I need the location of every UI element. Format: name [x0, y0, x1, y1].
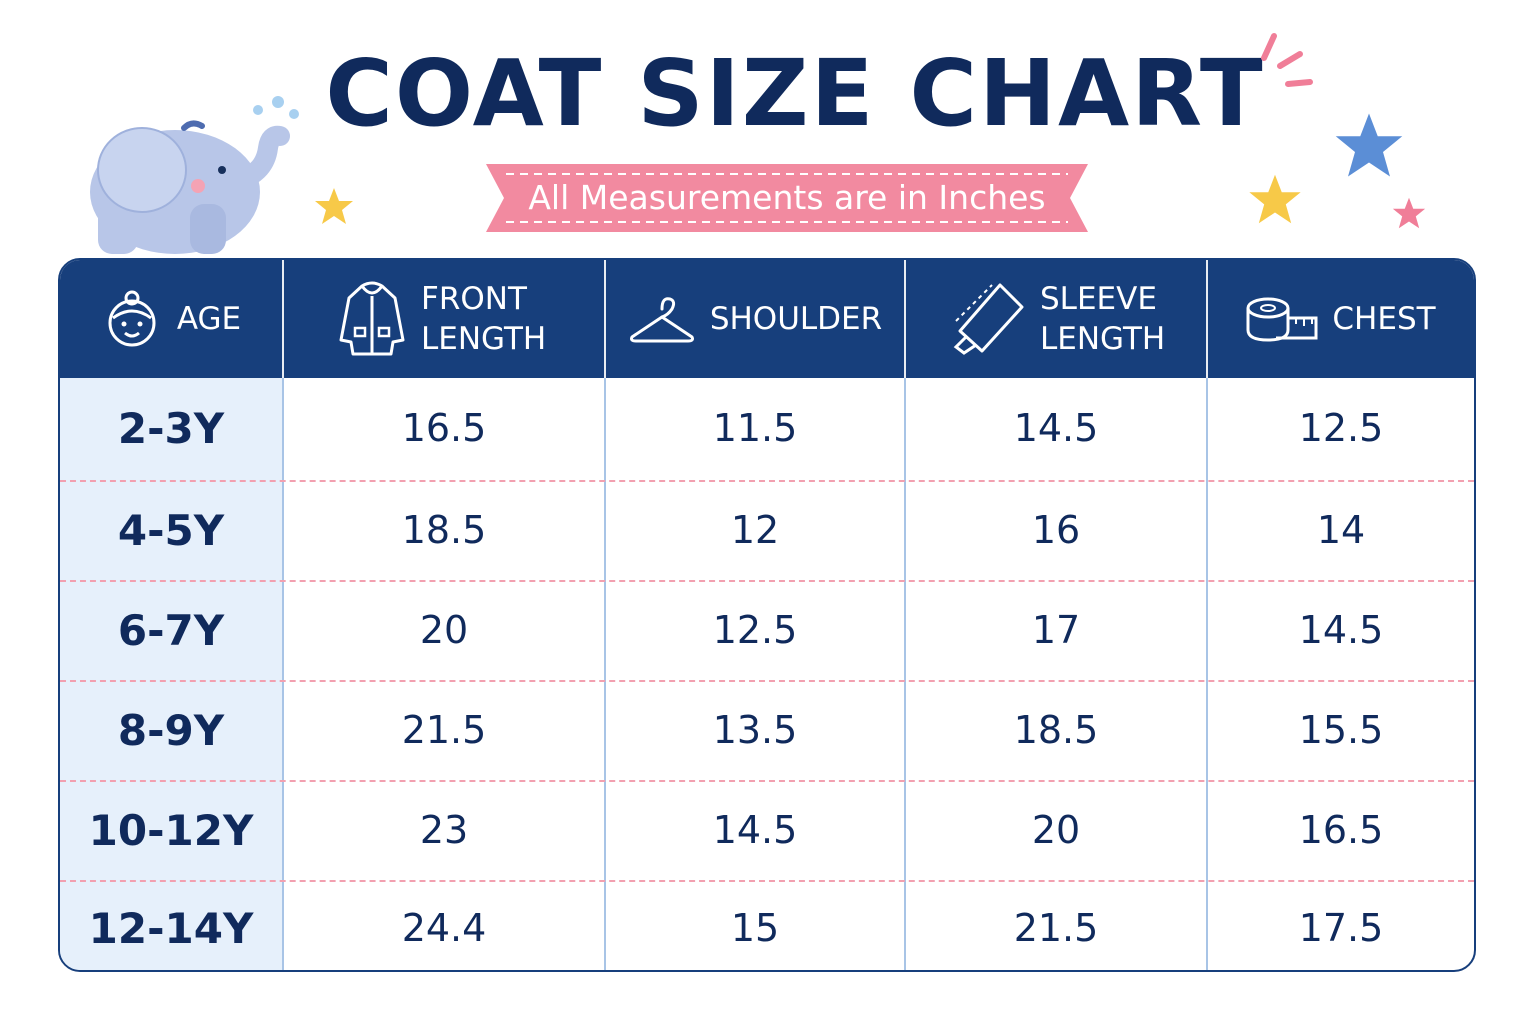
cell-shoulder: 14.5 — [712, 808, 798, 852]
header-label: CHEST — [1332, 301, 1436, 337]
cell-shoulder: 11.5 — [712, 406, 798, 450]
column-divider — [1206, 378, 1208, 970]
cell-front-length: 24.4 — [401, 906, 487, 950]
header-sleeve-length: SLEEVE LENGTH — [906, 260, 1206, 378]
subtitle-ribbon: All Measurements are in Inches — [486, 160, 1088, 236]
cell-age: 12-14Y — [88, 903, 254, 953]
elephant-illustration — [90, 96, 299, 254]
table-row: 6-7Y 20 12.5 17 14.5 — [60, 580, 1474, 680]
header-chest: CHEST — [1208, 260, 1474, 378]
cell-chest: 12.5 — [1298, 406, 1384, 450]
table-row: 8-9Y 21.5 13.5 18.5 15.5 — [60, 680, 1474, 780]
column-divider — [604, 378, 606, 970]
pink-star-icon — [1392, 197, 1426, 229]
ribbon-shape — [486, 164, 1088, 232]
page-title: COAT SIZE CHART — [325, 40, 1265, 147]
header-shoulder: SHOULDER — [606, 260, 904, 378]
hanger-icon — [628, 291, 696, 347]
header-label: AGE — [176, 301, 242, 337]
sparkle-icon — [1261, 33, 1313, 87]
cell-sleeve-length: 14.5 — [1013, 406, 1099, 450]
header-label: FRONT LENGTH — [421, 281, 547, 357]
cell-age: 6-7Y — [117, 605, 225, 655]
row-separator — [60, 880, 1474, 882]
cell-age: 2-3Y — [117, 403, 225, 453]
cell-chest: 15.5 — [1298, 708, 1384, 752]
cell-shoulder: 12.5 — [712, 608, 798, 652]
cell-chest: 16.5 — [1298, 808, 1384, 852]
yellow-star-icon — [1249, 174, 1301, 224]
tape-measure-icon — [1246, 294, 1318, 344]
header-age: AGE — [60, 260, 282, 378]
cell-sleeve-length: 21.5 — [1013, 906, 1099, 950]
cell-chest: 14 — [1316, 508, 1366, 552]
coat-icon — [337, 280, 407, 358]
cell-age: 4-5Y — [117, 505, 225, 555]
table-row: 2-3Y 16.5 11.5 14.5 12.5 — [60, 378, 1474, 478]
blue-star-icon — [1335, 113, 1403, 177]
cell-chest: 14.5 — [1298, 608, 1384, 652]
yellow-star-icon — [315, 188, 353, 224]
table-row: 4-5Y 18.5 12 16 14 — [60, 480, 1474, 580]
subtitle-text: All Measurements are in Inches — [528, 178, 1046, 217]
row-separator — [60, 580, 1474, 582]
header-divider — [1206, 260, 1208, 378]
cell-age: 8-9Y — [117, 705, 225, 755]
cell-sleeve-length: 16 — [1031, 508, 1081, 552]
cell-sleeve-length: 18.5 — [1013, 708, 1099, 752]
cell-shoulder: 13.5 — [712, 708, 798, 752]
cell-age: 10-12Y — [88, 805, 254, 855]
sleeve-icon — [952, 281, 1026, 357]
cell-front-length: 20 — [419, 608, 469, 652]
header-front-length: FRONT LENGTH — [284, 260, 604, 378]
kid-face-icon — [101, 288, 163, 350]
row-separator — [60, 680, 1474, 682]
cell-sleeve-length: 20 — [1031, 808, 1081, 852]
table-row: 12-14Y 24.4 15 21.5 17.5 — [60, 878, 1474, 970]
column-divider — [282, 378, 284, 970]
cell-front-length: 23 — [419, 808, 469, 852]
column-divider — [904, 378, 906, 970]
header-divider — [904, 260, 906, 378]
cell-front-length: 18.5 — [401, 508, 487, 552]
header-divider — [604, 260, 606, 378]
size-table: AGE FRONT LENGTH — [58, 258, 1476, 972]
cell-front-length: 16.5 — [401, 406, 487, 450]
cell-front-length: 21.5 — [401, 708, 487, 752]
row-separator — [60, 480, 1474, 482]
row-separator — [60, 780, 1474, 782]
header-label: SLEEVE LENGTH — [1040, 281, 1166, 357]
table-row: 10-12Y 23 14.5 20 16.5 — [60, 780, 1474, 880]
cell-shoulder: 15 — [730, 906, 780, 950]
header-divider — [282, 260, 284, 378]
age-column-bg — [60, 378, 282, 970]
cell-chest: 17.5 — [1298, 906, 1384, 950]
cell-shoulder: 12 — [730, 508, 780, 552]
table-header: AGE FRONT LENGTH — [60, 260, 1474, 378]
cell-sleeve-length: 17 — [1031, 608, 1081, 652]
header-label: SHOULDER — [709, 301, 883, 337]
